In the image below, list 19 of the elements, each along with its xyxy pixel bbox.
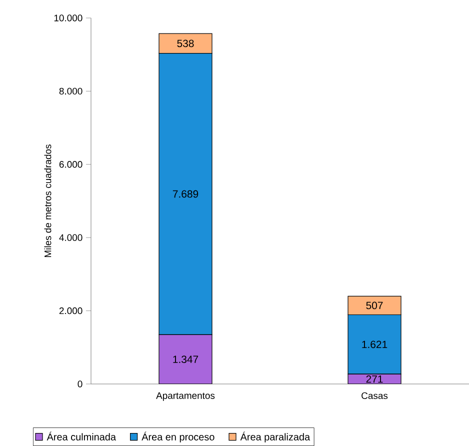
y-tick-label: 0 [78, 380, 82, 388]
y-axis-title: Miles de metros cuadrados [44, 144, 52, 258]
data-label: 7.689 [172, 190, 198, 198]
data-label: 1.621 [362, 340, 388, 348]
y-tick-label: 2.000 [59, 307, 82, 314]
data-label: 1.347 [173, 356, 198, 364]
x-tick-label: Apartamentos [156, 392, 215, 401]
legend-label: Área paralizada [240, 432, 310, 442]
data-label: 538 [177, 40, 194, 48]
y-tick-label: 8.000 [59, 88, 82, 95]
bar [158, 334, 212, 384]
data-label: 507 [366, 302, 383, 310]
data-label: 271 [366, 375, 383, 383]
y-tick-label: 4.000 [59, 234, 82, 241]
legend-label: Área en proceso [142, 432, 214, 442]
legend-label: Área culminada [46, 432, 116, 440]
x-tick-label: Casas [362, 392, 388, 400]
y-tick-label: 10.000 [54, 14, 82, 22]
y-tick-label: 6.000 [59, 161, 82, 168]
